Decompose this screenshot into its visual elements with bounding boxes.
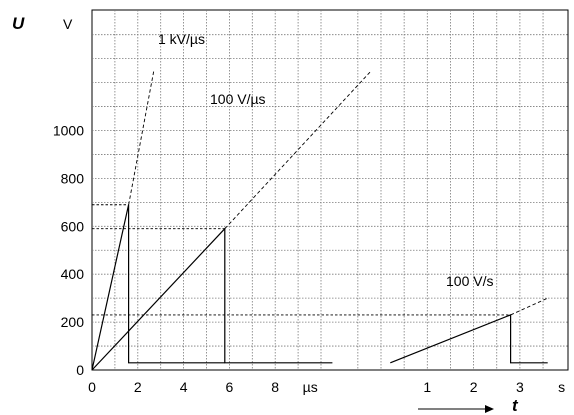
x-tick-label: 1 [423,379,431,395]
plot-frame [91,9,569,371]
grid [91,9,569,371]
x-tick-label: 3 [516,379,524,395]
series-label: 100 V/s [446,273,493,289]
x-tick-label: 6 [226,379,234,395]
x-tick-label: s [558,379,565,395]
time-arrow [418,405,494,413]
x-tick-label: 0 [88,379,96,395]
y-tick-label: 400 [61,266,85,282]
x-tick-label: 4 [180,379,188,395]
series-label: 100 V/µs [210,91,266,107]
x-tick-label: 2 [134,379,142,395]
y-axis-symbol: U [12,14,25,33]
y-axis-unit: V [63,16,73,32]
x-axis-symbol: t [512,396,519,415]
labels: 0 200 400 600 800 1000 0 2 4 6 8 1 2 3 s 1 kV/µs 100 V/µ… [53,31,565,395]
y-tick-label: 0 [76,362,84,378]
series-line [390,314,548,364]
series-extension [510,297,548,316]
y-tick-label: 1000 [53,123,84,139]
series-label: 1 kV/µs [158,31,205,47]
series-extension [128,70,155,205]
y-tick-label: 600 [61,218,85,234]
series-line [91,227,333,371]
series-line [91,204,225,371]
y-tick-label: 200 [61,314,85,330]
x-tick-label: 8 [271,379,279,395]
x-axis-unit-us: µs [303,379,318,395]
y-tick-label: 800 [61,170,85,186]
curves [91,70,548,371]
x-tick-label: 2 [470,379,478,395]
